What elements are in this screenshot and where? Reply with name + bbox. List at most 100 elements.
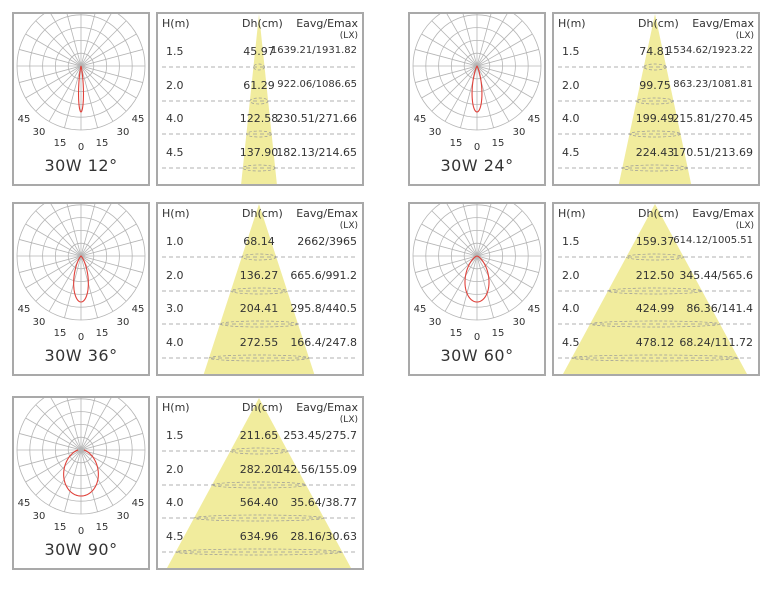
candela-curve	[77, 65, 85, 113]
beam-ellipse	[193, 514, 325, 522]
angle-label: 30	[117, 127, 130, 138]
angle-label: 15	[96, 138, 109, 149]
column-header-diameter: Dh(cm)	[242, 207, 283, 220]
cell-height: 4.0	[166, 336, 184, 349]
cell-diameter: 159.37	[635, 235, 675, 248]
cell-height: 1.5	[562, 235, 580, 248]
angle-label: 45	[18, 498, 31, 509]
angle-label: 45	[528, 304, 541, 315]
beam-ellipse	[643, 63, 667, 71]
cell-height: 1.5	[166, 45, 184, 58]
chart-block: 45 30 15 0 15 30 45 30W 24° H(m) Dh(cm) Eavg/Emax(…	[408, 12, 760, 186]
polar-diagram: 45 30 15 0 15 30 45 30W 90°	[12, 396, 150, 570]
beam-cone	[618, 14, 692, 184]
column-header-illuminance: Eavg/Emax	[296, 17, 358, 30]
cell-height: 2.0	[562, 269, 580, 282]
cell-diameter: 61.29	[243, 79, 275, 92]
beam-svg	[162, 204, 358, 374]
column-header-diameter: Dh(cm)	[242, 17, 283, 30]
cell-height: 1.5	[562, 45, 580, 58]
photometric-table: H(m) Dh(cm) Eavg/Emax (LX) 1.0 68.14 2662/3965…	[156, 202, 364, 376]
column-header-illuminance: Eavg/Emax	[692, 207, 754, 220]
column-header-height: H(m)	[558, 17, 586, 30]
angle-label: 30	[117, 317, 130, 328]
column-header-unit: (LX)	[339, 31, 358, 41]
beam-cone	[563, 204, 747, 374]
angle-label: 30	[117, 511, 130, 522]
cell-diameter: 424.99	[635, 302, 675, 315]
cell-height: 2.0	[166, 269, 184, 282]
polar-spoke	[460, 204, 492, 318]
angle-label: 0	[78, 526, 84, 537]
angle-label: 15	[492, 138, 505, 149]
angle-label: 15	[54, 138, 67, 149]
beam-cone	[203, 204, 315, 374]
cell-illuminance: 86.36/141.4	[686, 302, 753, 315]
candela-curve	[63, 449, 99, 497]
column-header-illuminance: Eavg/Emax	[296, 401, 358, 414]
cell-height: 1.0	[166, 235, 184, 248]
polar-diagram: 45 30 15 0 15 30 45 30W 36°	[12, 202, 150, 376]
beam-ellipse	[589, 320, 721, 328]
cell-illuminance: 1534.62/1923.22	[666, 45, 753, 56]
column-header-diameter: Dh(cm)	[638, 17, 679, 30]
beam-ellipse	[211, 481, 307, 489]
cell-illuminance: 1639.21/1931.82	[270, 45, 357, 56]
cell-height: 4.5	[166, 530, 184, 543]
beam-ellipse	[629, 130, 681, 138]
angle-label: 15	[96, 522, 109, 533]
cell-illuminance: 863.23/1081.81	[673, 79, 753, 90]
column-header-height: H(m)	[558, 207, 586, 220]
beam-ellipse	[219, 320, 299, 328]
beam-svg	[162, 14, 358, 184]
angle-label: 45	[414, 114, 427, 125]
cell-diameter: 199.49	[635, 112, 675, 125]
angle-label: 0	[78, 142, 84, 153]
beam-ellipse	[636, 97, 674, 105]
angle-label: 15	[96, 328, 109, 339]
cell-illuminance: 215.81/270.45	[672, 112, 753, 125]
angle-label: 30	[513, 317, 526, 328]
beam-ellipse	[571, 354, 739, 362]
angle-label: 45	[18, 304, 31, 315]
photometric-table: H(m) Dh(cm) Eavg/Emax (LX) 1.5 159.37 614.12/1…	[552, 202, 760, 376]
angle-label: 30	[429, 317, 442, 328]
cell-diameter: 122.58	[239, 112, 279, 125]
beam-ellipse	[249, 97, 269, 105]
column-header-height: H(m)	[162, 17, 190, 30]
cell-diameter: 282.20	[239, 463, 279, 476]
angle-label: 45	[132, 498, 145, 509]
cell-height: 1.5	[166, 429, 184, 442]
angle-label: 15	[450, 138, 463, 149]
column-header-unit: (LX)	[735, 221, 754, 231]
angle-label: 30	[33, 127, 46, 138]
cell-illuminance: 614.12/1005.51	[673, 235, 753, 246]
polar-grid	[412, 14, 542, 131]
chart-block: 45 30 15 0 15 30 45 30W 60° H(m) Dh(cm) Eavg/Emax(…	[408, 202, 760, 376]
beam-cone	[167, 398, 351, 568]
cell-diameter: 99.75	[639, 79, 671, 92]
beam-svg	[558, 14, 754, 184]
beam-cone	[241, 14, 277, 184]
column-header-height: H(m)	[162, 207, 190, 220]
angle-label: 45	[528, 114, 541, 125]
beam-ellipse	[229, 447, 289, 455]
cell-diameter: 212.50	[635, 269, 675, 282]
beam-ellipse	[241, 253, 277, 261]
cell-diameter: 204.41	[239, 302, 279, 315]
angle-label: 15	[54, 522, 67, 533]
photometric-table: H(m) Dh(cm) Eavg/Emax (LX) 1.5 45.97 1639.21/1…	[156, 12, 364, 186]
cell-illuminance: 142.56/155.09	[276, 463, 357, 476]
candela-curve	[464, 255, 490, 303]
column-header-illuminance: Eavg/Emax	[296, 207, 358, 220]
cell-diameter: 74.81	[639, 45, 671, 58]
cell-illuminance: 28.16/30.63	[290, 530, 357, 543]
angle-label: 15	[54, 328, 67, 339]
chart-title: 30W 90°	[44, 540, 118, 559]
cell-diameter: 564.40	[239, 496, 279, 509]
chart-title: 30W 12°	[44, 156, 118, 175]
candela-curve	[73, 255, 89, 303]
